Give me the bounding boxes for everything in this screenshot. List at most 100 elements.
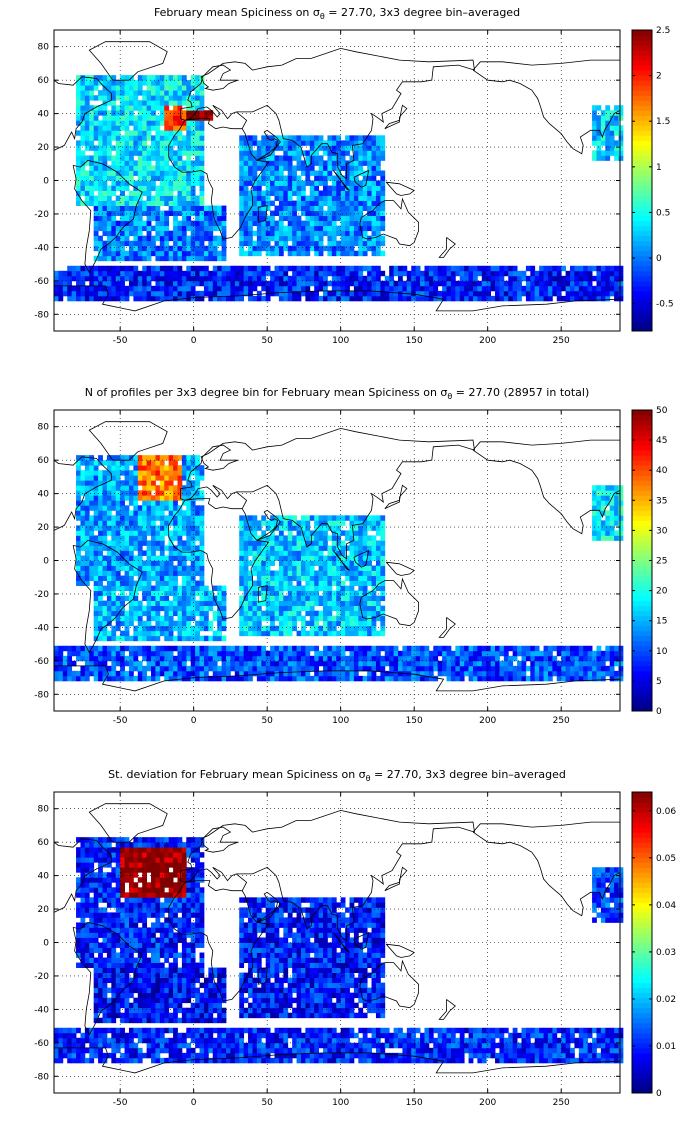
bin-cell bbox=[375, 275, 381, 282]
bin-cell bbox=[252, 630, 258, 637]
bin-cell bbox=[102, 540, 108, 546]
bin-cell bbox=[349, 570, 355, 576]
bin-cell bbox=[345, 180, 350, 186]
bin-cell bbox=[195, 650, 200, 657]
bin-cell bbox=[168, 565, 174, 571]
bin-cell bbox=[345, 615, 350, 622]
bin-cell bbox=[173, 535, 178, 541]
bin-cell bbox=[380, 240, 386, 247]
bin-cell bbox=[111, 240, 117, 247]
bin-cell bbox=[173, 670, 178, 677]
bin-cell bbox=[120, 160, 125, 166]
bin-cell bbox=[93, 485, 99, 491]
bin-cell bbox=[84, 285, 90, 292]
bin-cell bbox=[159, 110, 165, 116]
bin-cell bbox=[239, 670, 245, 677]
bin-cell bbox=[239, 655, 245, 662]
bin-cell bbox=[142, 505, 148, 511]
bin-cell bbox=[287, 520, 293, 526]
bin-cell bbox=[300, 140, 306, 146]
bin-cell bbox=[243, 595, 249, 602]
spiciness-heatmap-chart: -50 0 50 100 150 200 250806040200-20-40-60-802… bbox=[34, 26, 673, 345]
bin-cell bbox=[111, 145, 117, 151]
bin-cell bbox=[173, 95, 178, 101]
bin-cell bbox=[186, 160, 192, 166]
bin-cell bbox=[428, 275, 434, 282]
bin-cell bbox=[371, 600, 377, 607]
bin-cell bbox=[177, 645, 183, 652]
bin-cell bbox=[367, 145, 372, 151]
bin-cell bbox=[159, 585, 165, 591]
bin-cell bbox=[248, 295, 253, 302]
bin-cell bbox=[159, 590, 165, 597]
bin-cell bbox=[239, 585, 245, 591]
bin-cell bbox=[371, 290, 377, 297]
bin-cell bbox=[353, 540, 359, 546]
bin-cell bbox=[177, 560, 183, 566]
bin-cell bbox=[367, 520, 372, 526]
bin-cell bbox=[234, 295, 240, 302]
bin-cell bbox=[345, 225, 350, 232]
bin-cell bbox=[327, 140, 333, 146]
bin-cell bbox=[353, 590, 359, 597]
bin-cell bbox=[362, 515, 368, 521]
bin-cell bbox=[133, 650, 139, 657]
bin-cell bbox=[151, 205, 156, 211]
bin-cell bbox=[203, 600, 209, 607]
bin-cell bbox=[80, 540, 86, 546]
bin-cell bbox=[300, 225, 306, 232]
bin-cell bbox=[98, 505, 103, 511]
bin-cell bbox=[252, 525, 258, 531]
bin-cell bbox=[199, 190, 205, 196]
bin-cell bbox=[120, 255, 125, 262]
bin-cell bbox=[243, 645, 249, 652]
bin-cell bbox=[159, 150, 165, 156]
bin-cell bbox=[181, 455, 187, 461]
bin-cell bbox=[305, 520, 311, 526]
bin-cell bbox=[142, 265, 148, 272]
bin-cell bbox=[208, 665, 214, 672]
bin-cell bbox=[181, 220, 187, 227]
bin-cell bbox=[164, 530, 170, 536]
bin-cell bbox=[609, 145, 615, 151]
bin-cell bbox=[331, 195, 337, 201]
bin-cell bbox=[137, 215, 143, 222]
bin-cell bbox=[186, 235, 192, 242]
bin-cell bbox=[248, 210, 253, 217]
bin-cell bbox=[367, 670, 372, 677]
bin-cell bbox=[596, 105, 602, 111]
bin-cell bbox=[309, 235, 315, 242]
bin-cell bbox=[296, 570, 302, 576]
bin-cell bbox=[155, 505, 161, 511]
bin-cell bbox=[367, 570, 372, 576]
bin-cell bbox=[265, 520, 271, 526]
bin-cell bbox=[331, 520, 337, 526]
bin-cell bbox=[340, 185, 346, 191]
bin-cell bbox=[67, 275, 73, 282]
bin-cell bbox=[256, 215, 262, 222]
bin-cell bbox=[300, 665, 306, 672]
bin-cell bbox=[146, 600, 152, 607]
bin-cell bbox=[274, 265, 280, 272]
bin-cell bbox=[80, 665, 86, 672]
bin-cell bbox=[133, 495, 139, 501]
bin-cell bbox=[137, 120, 143, 126]
bin-cell bbox=[265, 220, 271, 227]
bin-cell bbox=[164, 165, 170, 171]
bin-cell bbox=[115, 165, 121, 171]
bin-cell bbox=[93, 245, 99, 252]
bin-cell bbox=[296, 595, 302, 602]
bin-cell bbox=[256, 670, 262, 677]
bin-cell bbox=[181, 250, 187, 257]
bin-cell bbox=[89, 270, 95, 277]
bin-cell bbox=[98, 520, 103, 526]
bin-cell bbox=[190, 560, 196, 566]
bin-cell bbox=[278, 295, 284, 302]
bin-cell bbox=[252, 150, 258, 156]
bin-cell bbox=[111, 120, 117, 126]
bin-cell bbox=[142, 275, 148, 282]
bin-cell bbox=[115, 570, 121, 576]
bin-cell bbox=[195, 460, 200, 466]
bin-cell bbox=[128, 655, 134, 662]
bin-cell bbox=[508, 295, 514, 302]
